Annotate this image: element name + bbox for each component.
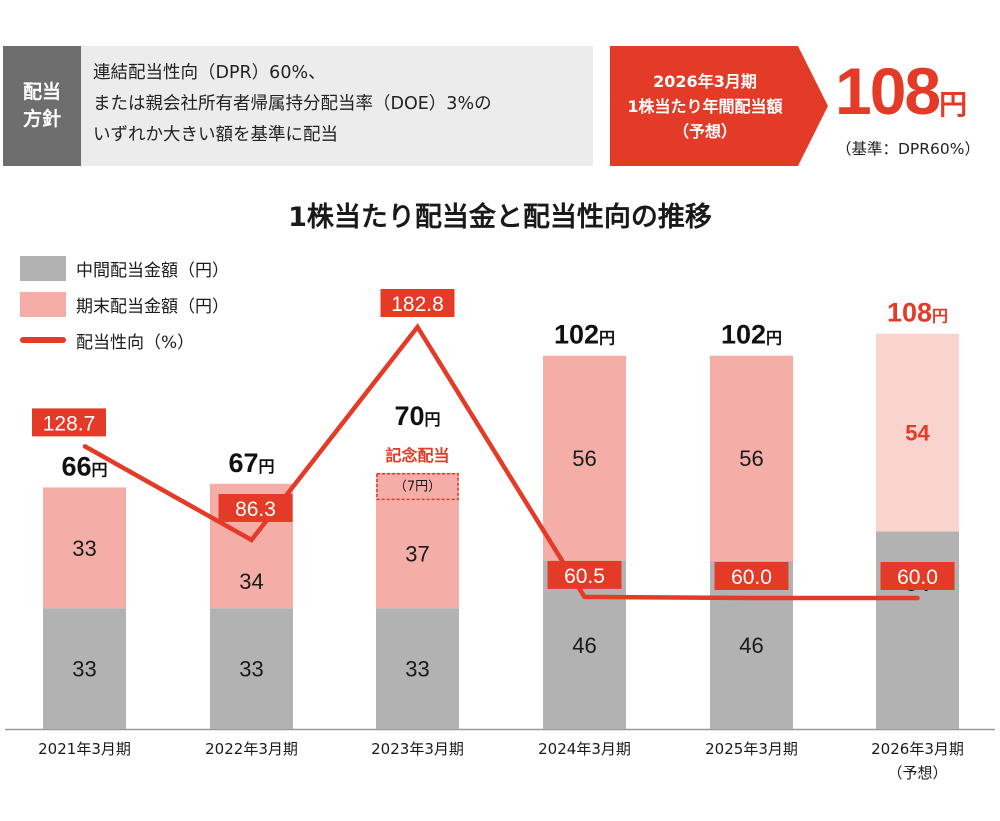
bar-interim [43,608,126,729]
forecast-label-line: 2026年3月期 [653,71,757,91]
bar-total-unit: 円 [92,460,108,479]
policy-label-line: 配当 [22,81,61,103]
bar-total-label: 66円 [61,451,107,481]
bar-total-label: 102円 [721,320,782,350]
bar-interim [876,531,959,729]
bar-total-label: 70円 [394,401,440,431]
payout-label-box [880,562,955,590]
bar-value-yearend: 54 [905,421,930,446]
forecast-arrow-shape [610,46,828,166]
bar-value-yearend: 56 [739,446,763,471]
bar-total-unit: 円 [766,329,782,348]
payout-label: 60.0 [897,566,938,589]
bar-value-yearend: 33 [72,536,96,561]
x-tick-label: 2026年3月期 [871,740,964,758]
bar-yearend [543,355,626,561]
bar-value-yearend: 37 [405,541,429,566]
x-tick-label: 2024年3月期 [538,740,631,758]
bar-total-number: 70 [394,401,424,431]
bar-total-label: 102円 [554,320,615,350]
legend-swatch-interim [20,255,66,281]
bar-total-unit: 円 [932,307,948,326]
bar-total-number: 67 [228,448,258,478]
legend-item-yearend: 期末配当金額（円） [20,291,229,317]
bar-total-number: 108 [887,298,932,328]
bar-total-label: 67円 [228,448,274,478]
payout-label-box [218,493,293,522]
commemorative-box [376,473,459,501]
policy-text-line: 連結配当性向（DPR）60%、 [93,63,326,83]
legend-label: 配当性向（%） [76,332,195,353]
bar-value-interim: 46 [572,633,596,658]
policy-label: 配当 方針 [3,46,81,166]
payout-label: 60.5 [564,565,605,588]
x-tick-label: 2025年3月期 [705,740,798,758]
bar-total-number: 102 [721,320,766,350]
chart-title: 1株当たり配当金と配当性向の推移 [288,202,712,233]
payout-label-box [714,562,789,590]
bar-value-yearend: 34 [239,569,263,594]
forecast-label: 2026年3月期 1株当たり年間配当額 （予想） [610,46,800,166]
payout-label-box [32,408,106,437]
bar-interim [210,608,293,729]
bar-yearend [876,333,959,532]
legend-item-interim: 中間配当金額（円） [20,255,229,281]
legend-line-payout [20,337,66,343]
bar-total-number: 102 [554,320,599,350]
x-tick-label: 2022年3月期 [205,740,298,758]
policy-text: 連結配当性向（DPR）60%、 または親会社所有者帰属持分配当率（DOE）3%の… [81,46,593,166]
forecast-label-line: 1株当たり年間配当額 [627,96,783,116]
policy-text-line: または親会社所有者帰属持分配当率（DOE）3%の [93,94,492,114]
commemorative-label: 記念配当 [385,446,449,465]
bar-total-unit: 円 [259,457,275,476]
legend-label: 中間配当金額（円） [76,260,229,281]
bar-total-unit: 円 [425,410,441,429]
bar-value-interim: 33 [405,657,429,682]
legend-item-payout: 配当性向（%） [20,327,194,353]
bar-value-yearend: 56 [572,446,596,471]
policy-text-line: いずれか大きい額を基準に配当 [93,125,338,145]
bar-yearend [43,487,126,609]
forecast-value: 108円 [835,58,967,138]
bar-yearend [376,472,459,609]
policy-label-line: 方針 [22,108,61,130]
forecast-basis: （基準：DPR60%） [836,140,981,158]
forecast-value-unit: 円 [939,89,968,120]
x-tick-sublabel: （予想） [887,764,947,782]
legend-label: 期末配当金額（円） [76,296,229,317]
legend-swatch-yearend [20,291,66,317]
bar-value-interim: 33 [72,657,96,682]
bar-interim [376,608,459,729]
x-tick-label: 2021年3月期 [38,740,131,758]
payout-label: 60.0 [731,566,772,589]
payout-label-box [380,289,455,317]
commemorative-amount: （7円） [394,480,441,495]
bar-yearend [710,355,793,561]
bar-total-label: 108円 [887,298,948,328]
bar-value-interim: 33 [239,657,263,682]
payout-label: 128.7 [43,412,96,435]
bar-total-number: 66 [61,451,91,481]
forecast-value-number: 108 [835,54,941,128]
payout-label: 86.3 [235,498,276,521]
payout-ratio-line [82,323,920,601]
x-tick-label: 2023年3月期 [371,740,464,758]
forecast-label-line: （予想） [672,121,737,141]
bar-value-interim: 46 [739,633,763,658]
bar-total-unit: 円 [599,329,615,348]
payout-label: 182.8 [391,293,444,316]
payout-label-box [547,560,622,589]
